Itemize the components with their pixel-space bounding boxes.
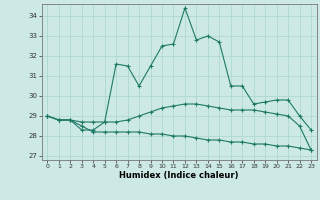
X-axis label: Humidex (Indice chaleur): Humidex (Indice chaleur) (119, 171, 239, 180)
